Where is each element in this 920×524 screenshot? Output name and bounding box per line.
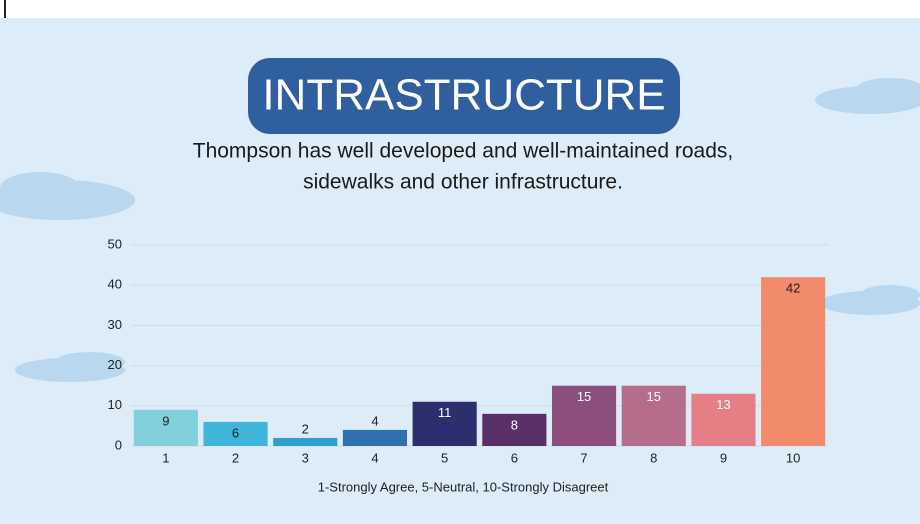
x-tick-label: 8 (650, 450, 657, 465)
bar (761, 277, 826, 446)
data-label: 2 (302, 421, 309, 436)
x-tick-label: 4 (371, 450, 378, 465)
y-tick-label: 20 (108, 357, 122, 372)
y-tick-label: 0 (115, 437, 122, 452)
y-tick-label: 10 (108, 397, 122, 412)
subtitle: sidewalks and other infrastructure. (303, 171, 623, 194)
data-label: 6 (232, 425, 239, 440)
x-tick-label: 9 (720, 450, 727, 465)
x-tick-label: 3 (302, 450, 309, 465)
bar (691, 393, 756, 446)
x-tick-label: 10 (786, 450, 800, 465)
data-label: 4 (371, 413, 378, 428)
y-tick-label: 30 (108, 317, 122, 332)
clouds (0, 78, 920, 382)
x-tick-label: 2 (232, 450, 239, 465)
y-tick-label: 50 (108, 236, 122, 251)
data-label: 8 (511, 417, 518, 432)
data-label: 11 (438, 405, 452, 420)
x-tick-label: 1 (162, 450, 169, 465)
bar (551, 385, 617, 446)
chart-title: INTRASTRUCTURE (262, 71, 665, 120)
title-pill (248, 58, 680, 134)
bar (482, 413, 547, 446)
bar (621, 385, 686, 446)
x-tick-label: 6 (511, 450, 518, 465)
bar (203, 421, 268, 446)
x-tick-label: 5 (441, 450, 448, 465)
y-tick-label: 40 (108, 277, 122, 292)
bar (133, 409, 198, 446)
data-label: 9 (162, 413, 169, 428)
x-tick-label: 7 (580, 450, 587, 465)
bar (342, 429, 408, 446)
subtitle: Thompson has well developed and well-mai… (193, 140, 733, 163)
data-label: 13 (716, 397, 730, 412)
data-label: 42 (786, 281, 800, 296)
bar (273, 437, 338, 446)
bar (412, 401, 477, 446)
data-label: 15 (577, 389, 591, 404)
x-axis-label: 1-Strongly Agree, 5-Neutral, 10-Strongly… (318, 479, 609, 494)
data-label: 15 (647, 389, 661, 404)
